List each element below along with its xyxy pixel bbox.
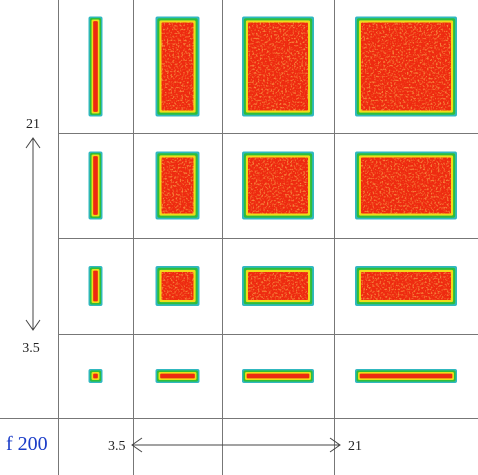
cell-speckle: [248, 22, 308, 111]
cell-speckle: [161, 157, 194, 214]
row-axis: 21 3.5: [22, 117, 41, 356]
cell-core: [160, 373, 195, 379]
figure-label: f 200: [6, 433, 48, 455]
cell-core: [359, 373, 453, 379]
cell-speckle: [361, 157, 451, 214]
cell-speckle: [248, 157, 308, 214]
cell-core: [246, 373, 310, 379]
cell-speckle: [161, 22, 194, 111]
heatmap-cell-r3-c1: [88, 266, 103, 306]
col-axis-right-label: 21: [348, 439, 362, 454]
cell-speckle: [248, 272, 308, 300]
cell-speckle: [361, 272, 451, 300]
heatmap-cell-r4-c1: [88, 369, 103, 383]
row-axis-bottom-label: 3.5: [22, 341, 40, 356]
row-axis-down-arrowhead: [25, 319, 41, 331]
cell-speckle: [361, 22, 451, 111]
heatmap-cell-r3-c3: [242, 266, 314, 306]
heatmap-cell-r2-c3: [242, 151, 314, 220]
heatmap-cell-r4-c4: [355, 369, 457, 383]
cell-core: [93, 270, 98, 302]
cell-speckle: [161, 272, 194, 300]
cell-core: [93, 156, 98, 215]
col-axis-left-arrowhead: [131, 437, 143, 453]
grid-cells: [88, 16, 457, 383]
heatmap-cell-r4-c3: [242, 369, 314, 383]
heatmap-cell-r1-c3: [242, 16, 314, 117]
heatmap-cell-r1-c1: [88, 16, 103, 117]
heatmap-cell-r1-c2: [155, 16, 200, 117]
heatmap-cell-r2-c4: [355, 151, 457, 220]
heatmap-cell-r3-c4: [355, 266, 457, 306]
heatmap-cell-r4-c2: [155, 369, 200, 383]
col-axis-left-label: 3.5: [108, 439, 126, 454]
cell-core: [93, 373, 98, 379]
row-axis-up-arrowhead: [25, 137, 41, 149]
col-axis-right-arrowhead: [329, 437, 341, 453]
row-axis-top-label: 21: [26, 117, 40, 132]
cell-core: [93, 21, 98, 112]
heatmap-cell-r2-c2: [155, 151, 200, 220]
col-axis: 3.5 21: [108, 437, 362, 454]
heatmap-cell-r2-c1: [88, 151, 103, 220]
heatmap-cell-r3-c2: [155, 266, 200, 306]
heatmap-cell-r1-c4: [355, 16, 457, 117]
